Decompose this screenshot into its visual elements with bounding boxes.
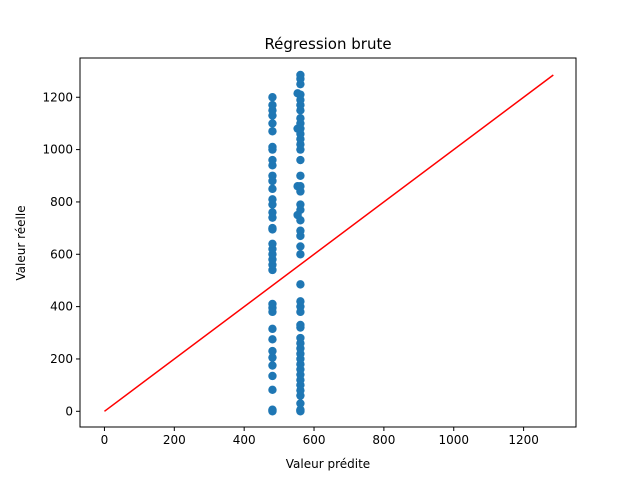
scatter-point <box>268 184 277 194</box>
scatter-point <box>296 250 305 259</box>
y-tick-label: 0 <box>65 404 73 418</box>
regression-line <box>104 74 554 412</box>
scatter-point <box>268 93 277 102</box>
scatter-point <box>268 335 277 344</box>
scatter-point <box>268 371 277 381</box>
chart-title: Régression brute <box>264 35 391 53</box>
y-tick-label: 600 <box>50 247 73 261</box>
plot-area <box>104 70 554 416</box>
scatter-point <box>296 333 305 343</box>
scatter-point <box>268 353 277 362</box>
scatter-point <box>268 361 277 370</box>
y-tick-label: 800 <box>50 195 73 209</box>
x-axis-label: Valeur prédite <box>286 457 370 471</box>
scatter-point <box>268 142 277 152</box>
scatter-point <box>296 182 305 191</box>
scatter-point <box>296 242 305 251</box>
scatter-point <box>268 208 277 217</box>
scatter-point <box>296 226 305 235</box>
scatter-point <box>296 399 305 408</box>
y-tick-label: 1000 <box>42 143 73 157</box>
scatter-point <box>296 200 305 209</box>
scatter-point <box>296 155 305 165</box>
plot-frame <box>79 57 577 428</box>
axis-ticks: 0 200 400 600 800 1000 1200 0 200 400 600 800 1000 12… <box>42 90 538 447</box>
scatter-point <box>296 90 305 99</box>
scatter-point <box>268 405 277 414</box>
x-tick-label: 1000 <box>438 433 469 447</box>
scatter-point <box>296 70 305 80</box>
scatter-point <box>296 280 305 289</box>
scatter-point <box>296 113 305 123</box>
scatter-point <box>268 171 277 180</box>
x-tick-label: 600 <box>303 433 326 447</box>
scatter-point <box>268 223 277 233</box>
scatter-point <box>268 127 277 136</box>
y-axis-label: Valeur réelle <box>14 205 28 280</box>
scatter-point <box>296 320 305 330</box>
x-tick-label: 1200 <box>508 433 539 447</box>
scatter-point <box>268 299 277 309</box>
scatter-point <box>268 385 277 395</box>
scatter-point <box>296 216 305 225</box>
scatter-point <box>296 297 305 306</box>
scatter-point <box>268 195 277 204</box>
scatter-point <box>296 171 305 180</box>
x-tick-label: 400 <box>233 433 256 447</box>
scatter-point <box>268 239 277 249</box>
scatter-point <box>268 346 277 356</box>
x-tick-label: 200 <box>163 433 186 447</box>
y-tick-label: 200 <box>50 352 73 366</box>
x-tick-label: 0 <box>101 433 109 447</box>
scatter-point <box>268 324 277 334</box>
y-tick-label: 1200 <box>42 90 73 104</box>
y-tick-label: 400 <box>50 300 73 314</box>
x-tick-label: 800 <box>372 433 395 447</box>
scatter-point <box>268 119 277 128</box>
scatter-point <box>296 405 305 414</box>
scatter-point <box>268 155 277 165</box>
scatter-point <box>268 100 277 110</box>
